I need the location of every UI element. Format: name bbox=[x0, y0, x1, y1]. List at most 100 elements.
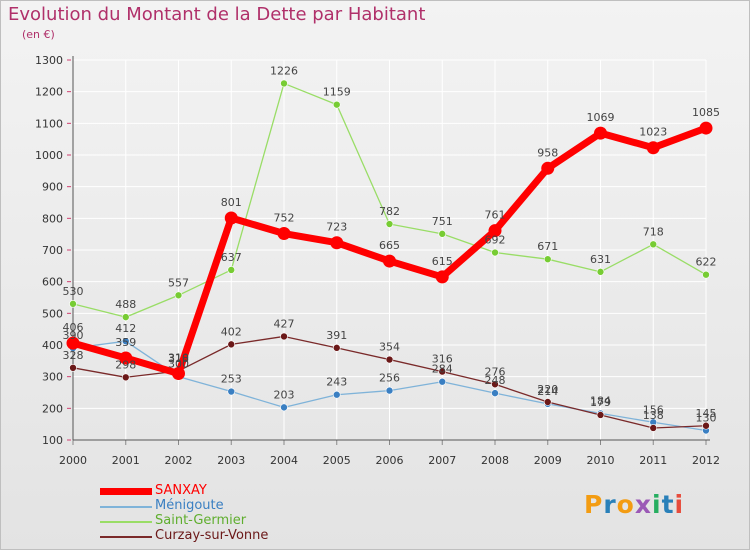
data-label: 214 bbox=[537, 385, 558, 398]
data-label: 427 bbox=[274, 317, 295, 330]
data-label: 488 bbox=[115, 298, 136, 311]
data-label: 752 bbox=[274, 212, 295, 225]
data-point-0 bbox=[541, 161, 555, 175]
data-point-2 bbox=[491, 248, 499, 257]
y-tick-label: 500 bbox=[42, 307, 63, 320]
data-label: 1023 bbox=[639, 126, 667, 139]
legend-label: Ménigoute bbox=[155, 498, 224, 513]
data-point-0 bbox=[277, 227, 291, 241]
logo-letter: i bbox=[674, 490, 685, 519]
legend-item: Curzay-sur-Vonne bbox=[100, 528, 320, 544]
y-tick-label: 200 bbox=[42, 402, 63, 415]
data-point-1 bbox=[280, 403, 288, 412]
data-label: 692 bbox=[485, 234, 506, 247]
data-label: 615 bbox=[432, 255, 453, 268]
data-point-3 bbox=[438, 367, 447, 376]
data-label: 665 bbox=[379, 239, 400, 252]
y-tick-label: 400 bbox=[42, 339, 63, 352]
data-label: 530 bbox=[63, 285, 84, 298]
data-label: 284 bbox=[432, 363, 453, 376]
data-point-1 bbox=[121, 337, 130, 346]
logo-letter: x bbox=[634, 490, 652, 519]
data-label: 184 bbox=[590, 394, 611, 407]
data-label: 412 bbox=[115, 322, 136, 335]
data-point-2 bbox=[280, 79, 288, 88]
data-point-3 bbox=[491, 380, 499, 389]
data-label: 298 bbox=[115, 358, 136, 371]
data-point-3 bbox=[596, 411, 605, 419]
data-label: 1226 bbox=[270, 64, 298, 77]
legend: SANXAY Ménigoute Saint-Germier Curzay-sur-V… bbox=[100, 483, 320, 544]
data-point-1 bbox=[332, 390, 341, 399]
data-point-0 bbox=[435, 270, 449, 284]
data-label: 718 bbox=[643, 225, 664, 238]
data-label: 751 bbox=[432, 215, 453, 228]
data-label: 391 bbox=[326, 329, 347, 342]
y-tick-label: 900 bbox=[42, 181, 63, 194]
x-tick-label: 2007 bbox=[428, 454, 456, 467]
data-point-3 bbox=[69, 363, 77, 372]
data-label: 179 bbox=[590, 396, 611, 409]
y-tick-label: 1100 bbox=[35, 117, 63, 130]
data-point-0 bbox=[646, 141, 660, 155]
data-label: 359 bbox=[115, 336, 136, 349]
data-point-0 bbox=[224, 211, 238, 225]
logo-letter: r bbox=[603, 490, 617, 519]
data-point-1 bbox=[227, 387, 236, 396]
data-label: 782 bbox=[379, 205, 400, 218]
data-label: 1085 bbox=[692, 106, 720, 119]
y-tick-label: 1200 bbox=[35, 86, 63, 99]
legend-item: Saint-Germier bbox=[100, 513, 320, 529]
data-label: 328 bbox=[63, 349, 84, 362]
data-label: 801 bbox=[221, 196, 242, 209]
y-tick-label: 1300 bbox=[35, 54, 63, 67]
x-tick-label: 2008 bbox=[481, 454, 509, 467]
data-point-2 bbox=[69, 300, 77, 308]
data-point-0 bbox=[383, 254, 396, 268]
data-label: 203 bbox=[274, 388, 295, 401]
data-point-0 bbox=[699, 121, 713, 135]
data-point-2 bbox=[227, 266, 236, 274]
data-label: 723 bbox=[326, 221, 347, 234]
data-label: 557 bbox=[168, 276, 189, 289]
data-point-1 bbox=[491, 389, 499, 397]
x-tick-label: 2009 bbox=[534, 454, 562, 467]
data-label: 256 bbox=[379, 372, 400, 385]
data-point-2 bbox=[174, 291, 183, 300]
data-label: 622 bbox=[696, 256, 717, 269]
x-tick-label: 2002 bbox=[165, 454, 193, 467]
data-point-2 bbox=[332, 100, 341, 109]
data-point-3 bbox=[280, 332, 288, 341]
y-tick-label: 800 bbox=[42, 212, 63, 225]
logo-letter: o bbox=[616, 490, 635, 519]
y-tick-label: 1000 bbox=[35, 149, 63, 162]
data-point-3 bbox=[332, 344, 341, 352]
data-point-2 bbox=[649, 240, 658, 249]
legend-item: SANXAY bbox=[100, 483, 320, 499]
legend-swatch bbox=[100, 488, 152, 495]
data-point-3 bbox=[649, 424, 658, 432]
data-point-2 bbox=[438, 230, 447, 238]
data-label: 156 bbox=[643, 403, 664, 416]
data-label: 637 bbox=[221, 251, 242, 264]
y-tick-label: 700 bbox=[42, 244, 63, 257]
data-label: 243 bbox=[326, 376, 347, 389]
legend-label: SANXAY bbox=[155, 483, 207, 498]
data-point-2 bbox=[543, 255, 552, 263]
x-tick-label: 2010 bbox=[587, 454, 615, 467]
data-label: 761 bbox=[485, 209, 506, 222]
data-label: 354 bbox=[379, 341, 400, 354]
data-label: 318 bbox=[168, 352, 189, 365]
data-label: 671 bbox=[537, 240, 558, 253]
data-label: 300 bbox=[168, 358, 189, 371]
data-point-3 bbox=[543, 398, 552, 406]
x-tick-label: 2012 bbox=[692, 454, 720, 467]
data-point-2 bbox=[702, 270, 710, 279]
logo-letter: i bbox=[652, 490, 662, 519]
data-label: 253 bbox=[221, 373, 242, 386]
data-label: 390 bbox=[63, 329, 84, 342]
data-point-0 bbox=[119, 351, 133, 365]
x-tick-label: 2003 bbox=[217, 454, 245, 467]
y-tick-label: 100 bbox=[42, 434, 63, 447]
